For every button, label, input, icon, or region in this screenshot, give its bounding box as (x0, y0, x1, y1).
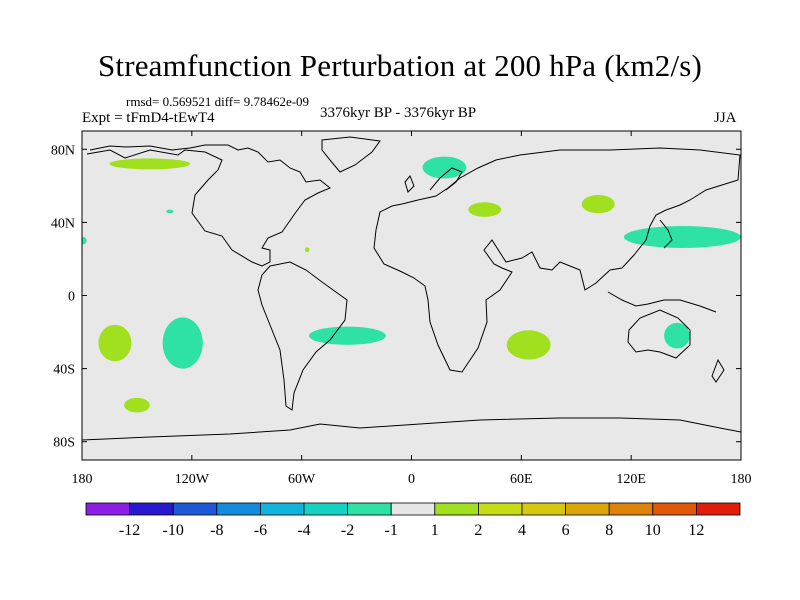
anomaly-region-2 (422, 156, 467, 179)
y-axis-ticks: 80N 40N 0 40S 80S (51, 143, 741, 451)
anomaly-region-7 (304, 247, 310, 253)
anomaly-region-13 (664, 322, 690, 349)
x-tick-label: 120W (175, 472, 210, 487)
x-tick-label: 0 (408, 472, 415, 487)
colorbar-label: 2 (474, 522, 482, 539)
colorbar-box (347, 502, 392, 516)
colorbar-box (696, 502, 741, 516)
anomaly-region-10 (162, 317, 203, 369)
y-tick-label: 80N (51, 143, 75, 158)
anomaly-region-4 (581, 194, 615, 214)
coastline-scandinavia (429, 167, 463, 191)
anomaly-region-8 (82, 237, 87, 245)
x-tick-label: 120E (616, 472, 646, 487)
season-label: JJA (714, 110, 737, 126)
colorbar-box (216, 502, 261, 516)
colorbar-box (608, 502, 654, 516)
anomaly-regions (82, 156, 741, 413)
colorbar-box (477, 502, 523, 516)
anomaly-region-12 (506, 330, 551, 360)
coastlines (82, 136, 741, 441)
colorbar-box (521, 502, 566, 516)
coastline-new-zealand (711, 358, 725, 383)
coastline-south-america (257, 261, 348, 411)
map-background (82, 131, 741, 460)
stats-text: rmsd= 0.569521 diff= 9.78462e-09 (126, 94, 310, 109)
colorbar-box (434, 502, 479, 516)
colorbar-label: 6 (562, 522, 570, 539)
colorbar-label: 10 (645, 522, 661, 539)
anomaly-region-5 (623, 226, 741, 248)
colorbar-box (652, 502, 697, 516)
anomaly-region-6 (166, 209, 174, 214)
y-tick-label: 40S (53, 363, 75, 378)
coastline-japan (659, 219, 673, 249)
colorbar-box (85, 502, 130, 516)
x-tick-label: 180 (731, 472, 752, 487)
colorbar: -12 -10 -8 -6 -4 -2 -1 1 2 4 6 8 10 12 (85, 502, 741, 539)
y-tick-label: 0 (68, 290, 75, 305)
colorbar-label: -6 (254, 522, 267, 539)
colorbar-label: -10 (163, 522, 184, 539)
colorbar-label: -1 (385, 522, 398, 539)
colorbar-box (390, 502, 436, 516)
y-tick-label: 80S (53, 436, 75, 451)
coastline-antarctica (82, 417, 741, 441)
anomaly-region-14 (124, 397, 150, 413)
anomaly-region-3 (468, 202, 502, 217)
colorbar-box (303, 502, 348, 516)
coastline-britain (404, 175, 415, 193)
colorbar-label: -2 (341, 522, 354, 539)
period-label: 3376kyr BP - 3376kyr BP (320, 105, 477, 121)
colorbar-box (172, 502, 218, 516)
anomaly-region-1 (109, 158, 191, 170)
anomaly-region-9 (98, 324, 132, 362)
coastline-north-america (86, 144, 331, 267)
experiment-label: Expt = tFmD4-tEwT4 (82, 110, 215, 126)
x-tick-label: 60W (288, 472, 316, 487)
colorbar-label: -12 (119, 522, 140, 539)
coastline-greenland (321, 136, 381, 173)
x-axis-ticks: 180 120W 60W 0 60E 120E 180 (72, 131, 752, 487)
colorbar-box (129, 502, 174, 516)
colorbar-label: -8 (210, 522, 223, 539)
anomaly-region-11 (308, 326, 386, 345)
colorbar-label: 12 (688, 522, 704, 539)
colorbar-box (259, 502, 305, 516)
x-tick-label: 60E (510, 472, 533, 487)
y-tick-label: 40N (51, 216, 75, 231)
colorbar-label: 1 (431, 522, 439, 539)
colorbar-label: 4 (518, 522, 526, 539)
coastline-indonesia (607, 291, 717, 313)
plot-title: Streamfunction Perturbation at 200 hPa (… (97, 48, 703, 83)
colorbar-label: 8 (605, 522, 613, 539)
colorbar-box (565, 502, 610, 516)
x-tick-label: 180 (72, 472, 93, 487)
colorbar-label: -4 (297, 522, 310, 539)
coastline-africa-eurasia (373, 147, 741, 373)
coastline-australia (627, 309, 691, 359)
